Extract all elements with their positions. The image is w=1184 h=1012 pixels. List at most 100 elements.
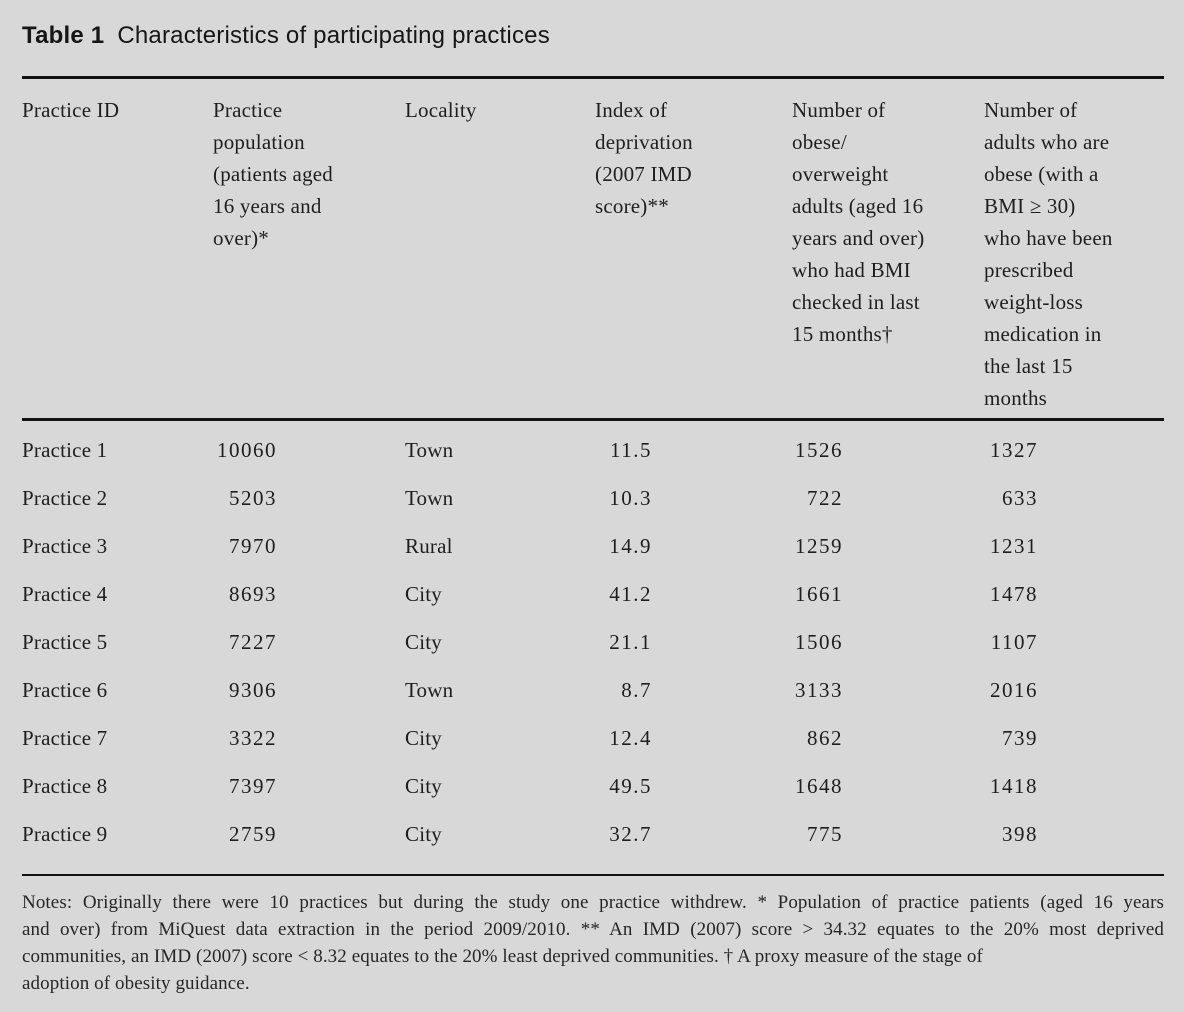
note-line: and over) from MiQuest data extraction i… xyxy=(22,919,1164,940)
locality-cell: Town xyxy=(405,677,454,702)
practice-id-cell: Practice 1 xyxy=(22,437,108,462)
prescribed-value: 1231 xyxy=(990,533,1038,558)
population-value: 10060 xyxy=(217,437,277,462)
bmi-checked-value: 1506 xyxy=(795,629,843,654)
population-cell: 5203 xyxy=(213,486,405,511)
imd-score-value: 14.9 xyxy=(609,533,652,558)
population-value: 8693 xyxy=(229,581,277,606)
bmi-checked-cell: 1648 xyxy=(792,774,984,799)
imd-score-cell: 12.4 xyxy=(595,726,792,751)
column-header-locality: Locality xyxy=(405,98,477,122)
imd-score-value: 10.3 xyxy=(609,485,652,510)
table-row: Practice 7 3322 City 12.4 862 739 xyxy=(22,714,1164,762)
population-value: 5203 xyxy=(229,485,277,510)
practice-id-cell: Practice 6 xyxy=(22,677,108,702)
population-cell: 8693 xyxy=(213,582,405,607)
bmi-checked-value: 1259 xyxy=(795,533,843,558)
prescribed-cell: 2016 xyxy=(984,678,1164,703)
prescribed-cell: 398 xyxy=(984,822,1164,847)
locality-cell: Town xyxy=(405,485,454,510)
table-row: Practice 1 10060 Town 11.5 1526 1327 xyxy=(22,426,1164,474)
practice-id-cell: Practice 3 xyxy=(22,533,108,558)
bmi-checked-cell: 862 xyxy=(792,726,984,751)
table-row: Practice 4 8693 City 41.2 1661 1478 xyxy=(22,570,1164,618)
imd-score-cell: 8.7 xyxy=(595,678,792,703)
imd-score-value: 21.1 xyxy=(609,629,652,654)
column-header-population: Practice population (patients aged 16 ye… xyxy=(213,98,334,250)
table-number: Table 1 xyxy=(22,22,105,49)
population-cell: 7970 xyxy=(213,534,405,559)
bmi-checked-cell: 1506 xyxy=(792,630,984,655)
bmi-checked-value: 775 xyxy=(807,821,843,846)
imd-score-cell: 41.2 xyxy=(595,582,792,607)
imd-score-value: 41.2 xyxy=(609,581,652,606)
prescribed-value: 398 xyxy=(1002,821,1038,846)
column-header-prescribed: Number of adults who are obese (with a B… xyxy=(984,98,1113,410)
population-value: 7397 xyxy=(229,773,277,798)
bmi-checked-value: 862 xyxy=(807,725,843,750)
table-row: Practice 8 7397 City 49.5 1648 1418 xyxy=(22,762,1164,810)
population-value: 7970 xyxy=(229,533,277,558)
population-value: 9306 xyxy=(229,677,277,702)
population-cell: 2759 xyxy=(213,822,405,847)
imd-score-cell: 10.3 xyxy=(595,486,792,511)
prescribed-value: 739 xyxy=(1002,725,1038,750)
practice-id-cell: Practice 4 xyxy=(22,581,108,606)
table-caption: Table 1 Characteristics of participating … xyxy=(22,0,1164,50)
locality-cell: City xyxy=(405,821,442,846)
population-cell: 7227 xyxy=(213,630,405,655)
practice-id-cell: Practice 8 xyxy=(22,773,108,798)
practice-id-cell: Practice 5 xyxy=(22,629,108,654)
imd-score-value: 32.7 xyxy=(609,821,652,846)
imd-score-cell: 49.5 xyxy=(595,774,792,799)
bmi-checked-value: 1526 xyxy=(795,437,843,462)
note-line: Notes: Originally there were 10 practice… xyxy=(22,892,1164,913)
prescribed-cell: 739 xyxy=(984,726,1164,751)
prescribed-value: 1418 xyxy=(990,773,1038,798)
column-header-practice-id: Practice ID xyxy=(22,98,120,122)
practice-id-cell: Practice 9 xyxy=(22,821,108,846)
prescribed-cell: 1231 xyxy=(984,534,1164,559)
bmi-checked-cell: 775 xyxy=(792,822,984,847)
imd-score-cell: 32.7 xyxy=(595,822,792,847)
table-row: Practice 2 5203 Town 10.3 722 633 xyxy=(22,474,1164,522)
population-cell: 10060 xyxy=(213,438,405,463)
imd-score-cell: 11.5 xyxy=(595,438,792,463)
bmi-checked-cell: 1661 xyxy=(792,582,984,607)
bmi-checked-cell: 722 xyxy=(792,486,984,511)
imd-score-value: 11.5 xyxy=(610,437,652,462)
locality-cell: Town xyxy=(405,437,454,462)
prescribed-value: 2016 xyxy=(990,677,1038,702)
population-cell: 9306 xyxy=(213,678,405,703)
prescribed-cell: 1418 xyxy=(984,774,1164,799)
locality-cell: Rural xyxy=(405,533,453,558)
population-cell: 7397 xyxy=(213,774,405,799)
prescribed-cell: 633 xyxy=(984,486,1164,511)
column-header-imd-score: Index of deprivation (2007 IMD score)** xyxy=(595,98,693,218)
population-value: 3322 xyxy=(229,725,277,750)
bottom-rule xyxy=(22,874,1164,876)
practice-id-cell: Practice 7 xyxy=(22,725,108,750)
bmi-checked-cell: 3133 xyxy=(792,678,984,703)
table-row: Practice 5 7227 City 21.1 1506 1107 xyxy=(22,618,1164,666)
note-line: adoption of obesity guidance. xyxy=(22,973,250,994)
table-body: Practice 1 10060 Town 11.5 1526 1327 Pra… xyxy=(22,426,1164,858)
prescribed-value: 1478 xyxy=(990,581,1038,606)
imd-score-cell: 14.9 xyxy=(595,534,792,559)
top-rule xyxy=(22,76,1164,79)
prescribed-cell: 1327 xyxy=(984,438,1164,463)
bmi-checked-value: 722 xyxy=(807,485,843,510)
population-cell: 3322 xyxy=(213,726,405,751)
bmi-checked-value: 1648 xyxy=(795,773,843,798)
table-title-text: Characteristics of participating practic… xyxy=(117,22,550,49)
population-value: 2759 xyxy=(229,821,277,846)
bmi-checked-cell: 1259 xyxy=(792,534,984,559)
table-notes: Notes: Originally there were 10 practice… xyxy=(22,889,1164,997)
prescribed-value: 1327 xyxy=(990,437,1038,462)
bmi-checked-value: 3133 xyxy=(795,677,843,702)
bmi-checked-value: 1661 xyxy=(795,581,843,606)
imd-score-value: 49.5 xyxy=(609,773,652,798)
bmi-checked-cell: 1526 xyxy=(792,438,984,463)
